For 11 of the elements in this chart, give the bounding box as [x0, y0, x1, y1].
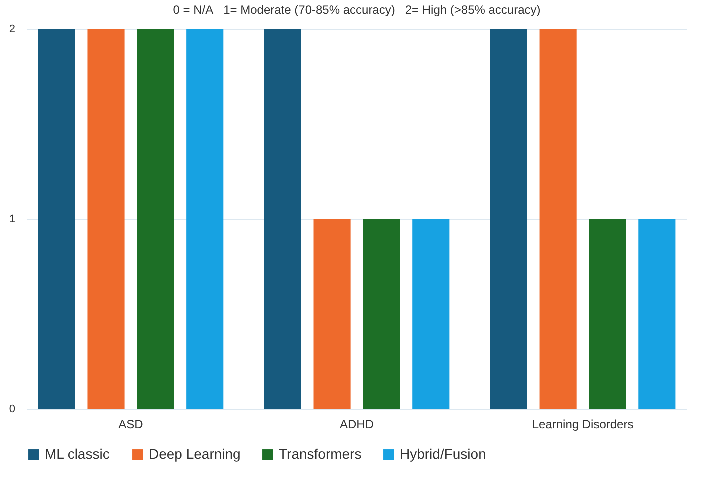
y-tick-label: 1: [9, 214, 16, 226]
x-tick-label: Learning Disorders: [532, 418, 634, 432]
legend-label: ML classic: [45, 446, 110, 462]
x-tick-label: ASD: [118, 418, 144, 432]
chart-title: 0 = N/A 1= Moderate (70-85% accuracy) 2= High (>85% accuracy): [173, 3, 541, 17]
y-tick-label: 0: [9, 404, 16, 416]
y-tick-label: 2: [9, 24, 16, 36]
legend-label: Hybrid/Fusion: [400, 446, 486, 462]
legend-label: Deep Learning: [149, 446, 241, 462]
x-tick-label: ADHD: [340, 418, 374, 432]
legend-label: Transformers: [279, 446, 362, 462]
